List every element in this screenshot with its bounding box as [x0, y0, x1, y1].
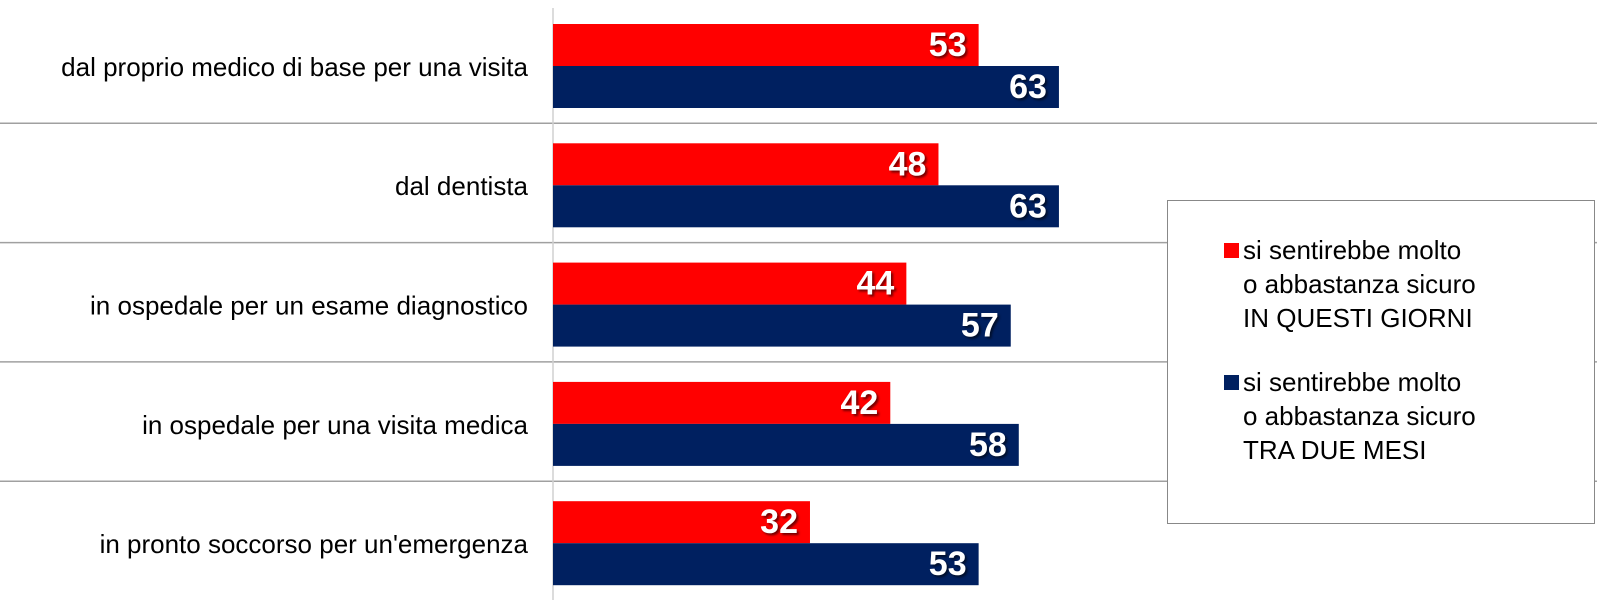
bar — [553, 66, 1059, 108]
bar — [553, 24, 979, 66]
bar — [553, 423, 1019, 466]
bar — [553, 304, 1011, 347]
value-label: 57 — [961, 307, 999, 345]
bar — [553, 501, 810, 544]
legend-swatch — [1224, 243, 1239, 258]
category-label: dal proprio medico di base per una visit… — [61, 52, 528, 82]
value-label: 53 — [929, 545, 967, 583]
value-label: 42 — [840, 384, 878, 422]
bar — [553, 381, 891, 424]
value-label: 48 — [889, 145, 927, 183]
value-label: 53 — [929, 26, 967, 64]
category-label: in ospedale per un esame diagnostico — [90, 290, 528, 320]
category-label: in pronto soccorso per un'emergenza — [100, 529, 529, 559]
legend-label: si sentirebbe molto o abbastanza sicuro … — [1243, 367, 1476, 465]
value-label: 63 — [1009, 68, 1047, 106]
category-label: in ospedale per una visita medica — [142, 410, 528, 440]
legend: si sentirebbe molto o abbastanza sicuro … — [1167, 200, 1595, 524]
value-label: 44 — [857, 265, 895, 303]
bar — [553, 143, 939, 186]
value-label: 63 — [1009, 187, 1047, 225]
value-label: 32 — [760, 503, 798, 541]
category-label: dal dentista — [395, 171, 529, 201]
bar — [553, 543, 979, 586]
bar — [553, 185, 1059, 228]
legend-item: si sentirebbe molto o abbastanza sicuro … — [1224, 365, 1594, 467]
legend-swatch — [1224, 375, 1239, 390]
legend-item: si sentirebbe molto o abbastanza sicuro … — [1224, 233, 1594, 335]
value-label: 58 — [969, 426, 1007, 464]
bar — [553, 262, 907, 305]
legend-label: si sentirebbe molto o abbastanza sicuro … — [1243, 235, 1476, 333]
